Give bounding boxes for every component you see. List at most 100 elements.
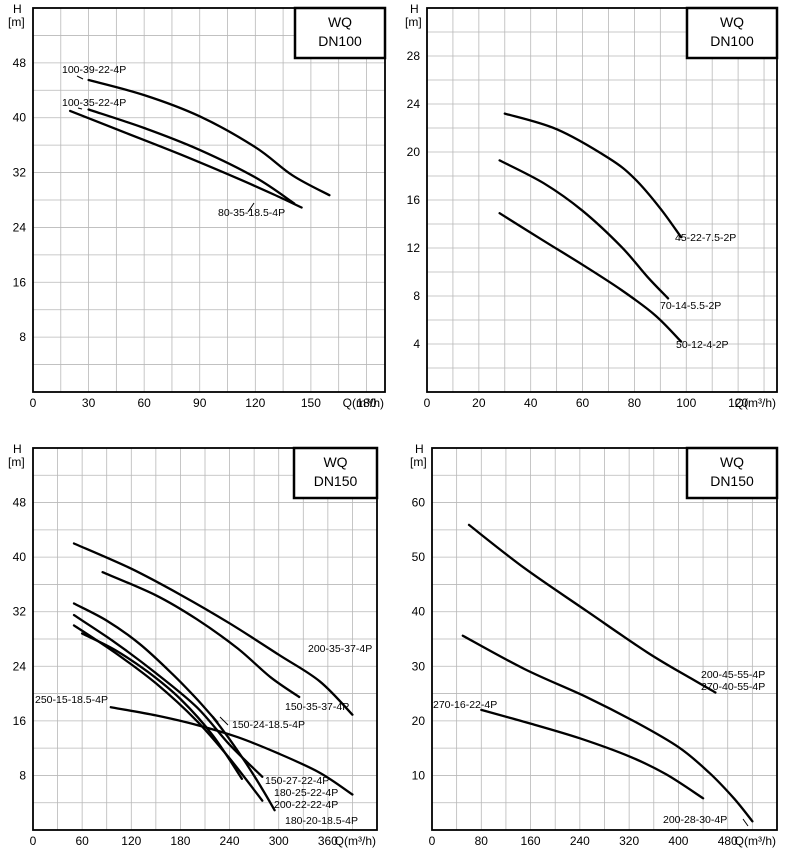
pump-curve-200-35-37-4P [72,542,354,716]
y-tick-label: 16 [13,714,27,728]
x-tick-label: 0 [424,396,431,410]
pump-curve-180-20-18.5-4P [212,716,276,812]
model-badge [292,446,379,500]
curve-label: 150-24-18.5-4P [232,719,305,731]
y-tick-label: 48 [13,496,27,510]
label-leader-line [76,75,84,80]
y-tick-label: 24 [13,659,27,673]
y-tick-label: 16 [407,193,421,207]
curve-label: 150-35-37-4P [285,701,349,713]
y-axis-unit: [m] [410,455,427,469]
y-tick-label: 20 [412,714,426,728]
label-leader-line [219,716,229,726]
model-badge-text: DN150 [710,473,754,489]
y-tick-label: 8 [19,330,26,344]
x-axis-label: Q(m³/h) [335,834,376,848]
y-tick-label: 24 [13,220,27,234]
x-tick-label: 320 [619,834,639,848]
model-badge [685,6,779,60]
y-tick-label: 10 [412,768,426,782]
curve-label: 200-22-22-4P [274,799,338,811]
model-badge-text: WQ [720,454,744,470]
model-badge [293,6,387,60]
x-tick-label: 0 [429,834,436,848]
pump-curve-70-14-5.5-2P [498,159,670,300]
x-tick-label: 300 [269,834,289,848]
y-tick-label: 48 [13,56,27,70]
curve-label: 50-12-4-2P [676,339,729,351]
y-tick-label: 50 [412,550,426,564]
plot-frame [426,7,778,393]
plot-frame [32,447,378,831]
label-leader-line [77,107,83,110]
y-tick-label: 32 [13,166,27,180]
model-badge-text: WQ [720,14,744,30]
pump-curve-150-27-22-4P [72,613,264,778]
curve-label: 200-45-55-4P [701,669,765,681]
x-tick-label: 0 [30,834,37,848]
y-axis-label: H [13,442,22,456]
y-tick-label: 8 [413,289,420,303]
curve-label: 200-35-37-4P [308,643,372,655]
y-tick-label: 40 [13,111,27,125]
curve-label: 250-15-18.5-4P [35,694,108,706]
curve-label: 70-14-5.5-2P [660,300,721,312]
x-tick-label: 480 [718,834,738,848]
x-tick-label: 60 [576,396,590,410]
pump-curve-45-22-7.5-2P [503,112,683,239]
model-badge-text: WQ [323,454,347,470]
curve-label: 80-35-18.5-4P [218,207,285,219]
pump-curve-200-45-55-4P [467,523,717,694]
grid [33,448,377,830]
pump-curve-200-28-30-4P [461,634,754,823]
x-tick-label: 180 [356,396,376,410]
pump-curve-200-22-22-4P [72,624,264,802]
curve-label: 200-28-30-4P [663,814,727,826]
x-tick-label: 120 [728,396,748,410]
model-badge-text: WQ [328,14,352,30]
x-tick-label: 40 [524,396,538,410]
x-tick-label: 80 [628,396,642,410]
x-axis-label: Q(m³/h) [735,396,776,410]
x-tick-label: 240 [220,834,240,848]
x-tick-label: 120 [245,396,265,410]
curve-label: 180-25-22-4P [274,787,338,799]
x-tick-label: 360 [318,834,338,848]
y-tick-label: 30 [412,659,426,673]
pump-curve-100-35-22-4P [87,108,296,205]
x-tick-label: 180 [170,834,190,848]
model-badge-text: DN150 [314,473,358,489]
x-tick-label: 150 [301,396,321,410]
y-tick-label: 16 [13,275,27,289]
y-axis-label: H [410,2,419,16]
y-tick-label: 40 [412,605,426,619]
y-axis-unit: [m] [405,15,422,29]
x-axis-label: Q(m³/h) [343,396,384,410]
grid [427,8,777,392]
x-tick-label: 80 [475,834,489,848]
pump-curve-100-39-22-4P [87,78,331,197]
label-leader-line [247,202,255,213]
y-tick-label: 40 [13,550,27,564]
x-tick-label: 400 [668,834,688,848]
x-tick-label: 0 [30,396,37,410]
label-leader-line [742,818,749,827]
y-axis-label: H [415,442,424,456]
x-tick-label: 160 [521,834,541,848]
plot-frame [431,447,778,831]
x-tick-label: 90 [193,396,207,410]
grid [33,8,385,392]
y-axis-unit: [m] [8,15,25,29]
model-badge [685,446,779,500]
pump-curve-150-24-18.5-4P [72,602,219,724]
pump-curve-50-12-4-2P [498,212,683,343]
x-tick-label: 60 [75,834,89,848]
pump-curve-250-15-18.5-4P [109,706,354,796]
pump-curve-150-35-37-4P [101,571,301,699]
y-axis-unit: [m] [8,455,25,469]
pump-curve-80-35-18.5-4P [68,109,303,209]
